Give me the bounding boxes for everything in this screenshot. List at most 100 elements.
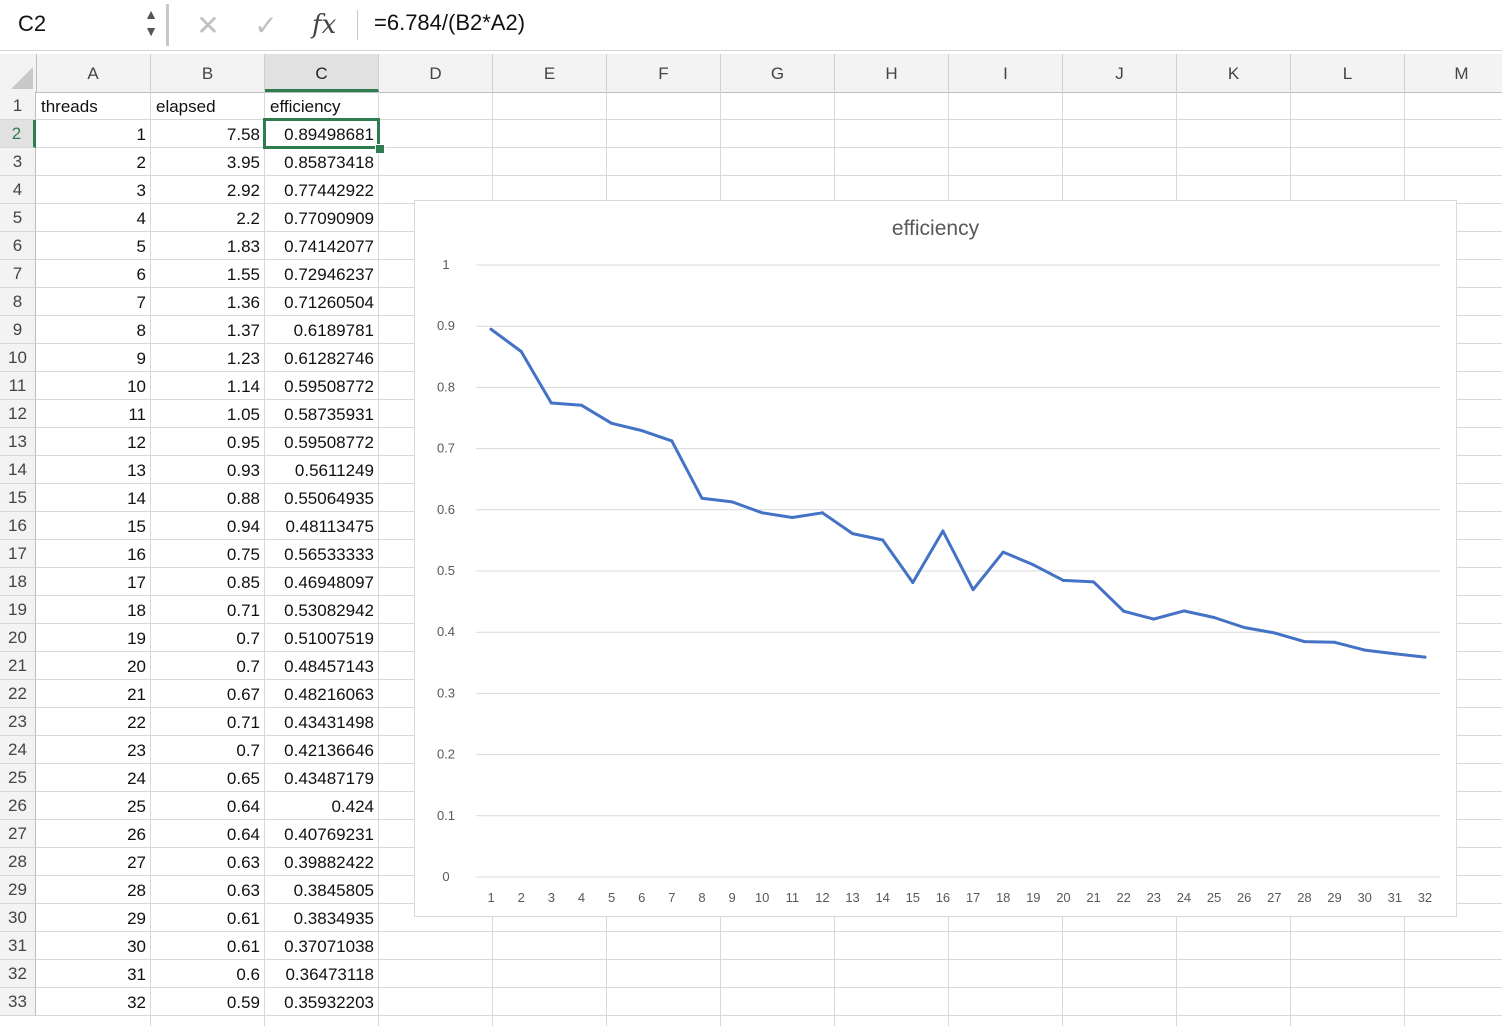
cell-a4[interactable]: 3 [136,181,146,200]
fill-handle[interactable] [375,144,385,154]
row-header-32[interactable]: 32 [0,960,36,988]
row-header-3[interactable]: 3 [0,148,36,176]
data-point[interactable] [1122,609,1126,613]
data-point[interactable] [1212,616,1216,620]
cell-a1[interactable]: threads [41,97,98,116]
row-header-6[interactable]: 6 [0,232,36,260]
cell-b11[interactable]: 1.14 [226,377,260,396]
column-header-m[interactable]: M [1405,54,1502,92]
row-header-17[interactable]: 17 [0,540,36,568]
cell-a26[interactable]: 25 [127,797,146,816]
cell-b5[interactable]: 2.2 [236,209,260,228]
row-header-23[interactable]: 23 [0,708,36,736]
select-all-triangle-icon[interactable] [11,67,33,89]
column-header-d[interactable]: D [379,54,493,92]
data-point[interactable] [610,421,614,425]
cell-c4[interactable]: 0.77442922 [284,181,374,200]
cancel-icon[interactable]: ✕ [196,9,220,41]
cell-a32[interactable]: 31 [127,965,146,984]
column-header-a[interactable]: A [36,54,151,92]
cell-a33[interactable]: 32 [127,993,146,1012]
cell-c17[interactable]: 0.56533333 [284,545,374,564]
cell-c27[interactable]: 0.40769231 [284,825,374,844]
cell-c32[interactable]: 0.36473118 [285,965,374,984]
data-point[interactable] [820,511,824,515]
cell-c12[interactable]: 0.58735931 [284,405,374,424]
cell-a20[interactable]: 19 [127,629,146,648]
column-header-f[interactable]: F [607,54,721,92]
row-header-30[interactable]: 30 [0,904,36,932]
row-header-12[interactable]: 12 [0,400,36,428]
row-header-22[interactable]: 22 [0,680,36,708]
cell-a13[interactable]: 12 [127,433,146,452]
cell-b14[interactable]: 0.93 [226,461,260,480]
column-header-g[interactable]: G [721,54,835,92]
row-header-25[interactable]: 25 [0,764,36,792]
cell-c25[interactable]: 0.43487179 [284,769,374,788]
cell-b15[interactable]: 0.88 [226,489,260,508]
cell-a10[interactable]: 9 [136,349,146,368]
cell-a16[interactable]: 15 [127,517,146,536]
cell-c10[interactable]: 0.61282746 [284,349,374,368]
cell-a6[interactable]: 5 [136,237,146,256]
data-point[interactable] [1001,550,1005,554]
row-header-27[interactable]: 27 [0,820,36,848]
row-header-5[interactable]: 5 [0,204,36,232]
cell-c29[interactable]: 0.3845805 [293,881,374,900]
cell-b29[interactable]: 0.63 [226,881,260,900]
cell-b27[interactable]: 0.64 [226,825,260,844]
data-point[interactable] [670,439,674,443]
data-point[interactable] [730,500,734,504]
cell-c26[interactable]: 0.424 [331,797,374,816]
cell-a2[interactable]: 1 [136,125,146,144]
cell-a7[interactable]: 6 [136,265,146,284]
cell-c3[interactable]: 0.85873418 [284,153,374,172]
cell-c31[interactable]: 0.37071038 [284,937,374,956]
data-point[interactable] [911,581,915,585]
data-point[interactable] [971,588,975,592]
cell-c30[interactable]: 0.3834935 [293,909,374,928]
efficiency-chart[interactable]: efficiency 0 0.1 0.2 0.3 0.4 0.5 0.6 0.7 0.8 0.9 1… [414,200,1457,917]
data-point[interactable] [700,496,704,500]
row-header-13[interactable]: 13 [0,428,36,456]
column-header-i[interactable]: I [949,54,1063,92]
cell-a8[interactable]: 7 [136,293,146,312]
row-header-16[interactable]: 16 [0,512,36,540]
row-header-2[interactable]: 2 [0,120,36,148]
cell-a19[interactable]: 18 [127,601,146,620]
cell-c11[interactable]: 0.59508772 [284,377,374,396]
cell-c23[interactable]: 0.43431498 [284,713,374,732]
cell-a15[interactable]: 14 [127,489,146,508]
cell-b25[interactable]: 0.65 [226,769,260,788]
data-point[interactable] [640,429,644,433]
data-point[interactable] [941,529,945,533]
cell-c13[interactable]: 0.59508772 [284,433,374,452]
cell-c6[interactable]: 0.74142077 [284,237,374,256]
cell-b2[interactable]: 7.58 [226,125,260,144]
cell-b21[interactable]: 0.7 [236,657,260,676]
cell-a23[interactable]: 22 [127,713,146,732]
cell-a28[interactable]: 27 [127,853,146,872]
cell-a5[interactable]: 4 [136,209,146,228]
cell-b16[interactable]: 0.94 [226,517,260,536]
column-header-h[interactable]: H [835,54,949,92]
row-header-1[interactable]: 1 [0,92,36,120]
cell-c18[interactable]: 0.46948097 [284,573,374,592]
row-header-19[interactable]: 19 [0,596,36,624]
cell-c5[interactable]: 0.77090909 [284,209,374,228]
cell-c9[interactable]: 0.6189781 [293,321,374,340]
cell-b24[interactable]: 0.7 [236,741,260,760]
cell-c1[interactable]: efficiency [270,97,341,116]
cell-b22[interactable]: 0.67 [226,685,260,704]
data-point[interactable] [1182,609,1186,613]
data-point[interactable] [1363,648,1367,652]
cell-b10[interactable]: 1.23 [226,349,260,368]
data-point[interactable] [1242,625,1246,629]
cell-b13[interactable]: 0.95 [226,433,260,452]
cell-b6[interactable]: 1.83 [226,237,260,256]
data-point[interactable] [1092,580,1096,584]
cell-c7[interactable]: 0.72946237 [284,265,374,284]
row-header-11[interactable]: 11 [0,372,36,400]
row-header-29[interactable]: 29 [0,876,36,904]
cell-c28[interactable]: 0.39882422 [284,853,374,872]
